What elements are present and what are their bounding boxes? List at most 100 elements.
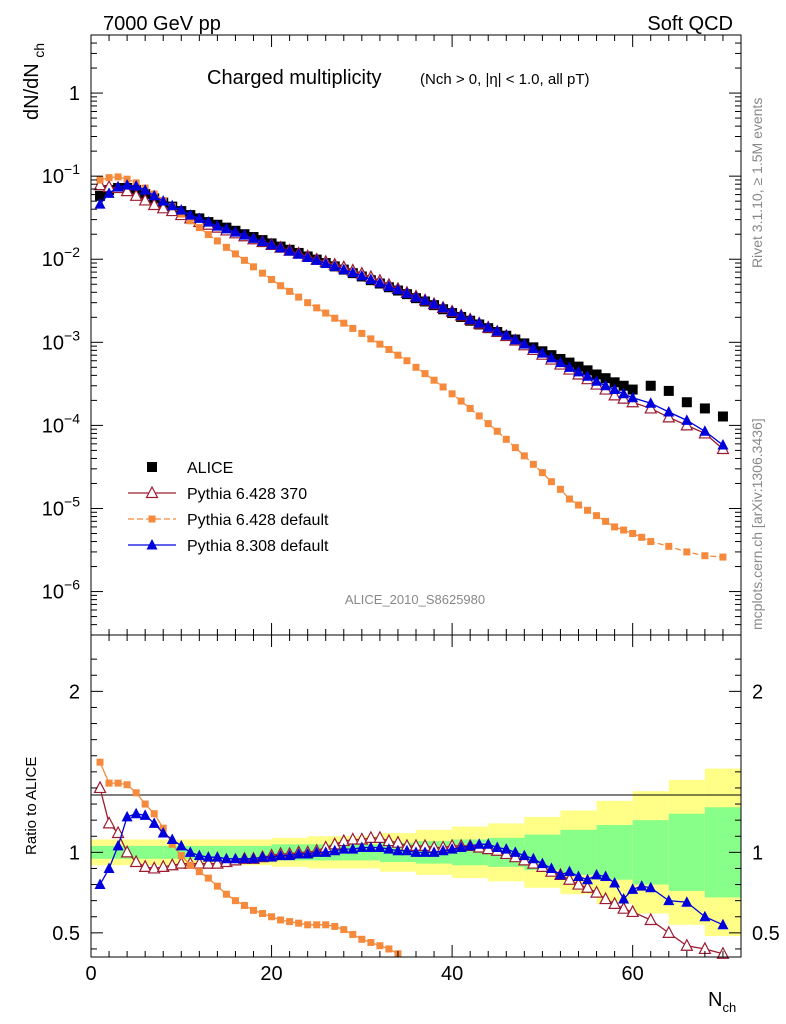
ratio-point-pythia-6-428-370 [174,856,188,869]
ratio-point-pythia-6-428-370 [590,885,604,898]
ratio-point-pythia-8-308-default [545,862,557,873]
ratio-point-pythia-8-308-default [248,852,259,864]
point-pythia-8-308-default [464,313,476,325]
point-pythia-6-428-default [222,243,230,251]
main-ticks [90,34,742,636]
ratio-point-pythia-8-308-default [311,846,323,857]
header-left: 7000 GeV pp [103,13,221,35]
point-pythia-6-428-default [593,512,601,520]
ratio-point-pythia-8-308-default [527,852,539,864]
ratio-point-pythia-8-308-default [220,852,232,864]
x-axis-label: Nch [708,989,736,1015]
legend-marker-pythia-6-428-default [148,515,156,523]
ratio-point-pythia-8-308-default [266,851,278,862]
point-pythia-6-428-default [412,363,420,371]
point-alice [95,190,106,201]
point-pythia-8-308-default [437,301,449,313]
ratio-ytick-label: 1 [69,842,80,864]
ratio-point-pythia-8-308-default [491,841,503,853]
ratio-point-pythia-8-308-default [401,844,413,856]
point-pythia-8-308-default [184,209,196,220]
point-pythia-6-428-default [195,224,203,232]
main-ytick-label: 10−6 [42,577,80,604]
point-pythia-6-428-default [556,485,564,493]
point-pythia-6-428-default [638,533,646,541]
point-pythia-8-308-default [356,269,368,281]
ratio-ytick-label: 0.5 [52,923,80,945]
ratio-point-pythia-6-428-370 [599,891,613,905]
ylabel-text: dN/dN [21,63,43,120]
ratio-point-pythia-8-308-default [500,843,512,854]
ratio-point-pythia-6-428-default [349,930,357,938]
ratio-y-tick-labels: 0.5 0.5 1 1 2 2 [52,681,780,945]
point-pythia-8-308-default [591,375,603,386]
point-pythia-6-428-default [240,256,248,264]
point-pythia-6-428-default [295,293,303,301]
uncertainty-band-green [668,813,705,891]
point-pythia-8-308-default [166,199,178,211]
point-pythia-6-428-default [466,404,474,412]
ratio-point-pythia-8-308-default [419,846,431,857]
ratio-point-pythia-6-428-default [96,758,104,766]
ratio-point-pythia-8-308-default [229,852,241,864]
point-pythia-6-428-default [683,548,691,556]
uncertainty-band-green [596,824,633,880]
legend-label-pythia-6-428-default: Pythia 6.428 default [187,512,329,529]
ratio-point-pythia-8-308-default [437,844,449,856]
point-pythia-8-308-default [554,356,566,368]
ratio-point-pythia-8-308-default [238,852,250,864]
ratio-ytick-label: 2 [69,681,80,703]
point-pythia-6-428-default [719,553,727,561]
ratio-point-pythia-8-308-default [482,838,494,849]
point-pythia-8-308-default [618,387,630,399]
ratio-point-pythia-8-308-default [157,827,169,838]
ratio-point-pythia-6-428-default [240,901,248,909]
point-pythia-6-428-default [602,517,610,525]
ratio-point-pythia-8-308-default [645,881,657,893]
point-pythia-6-428-default [331,314,339,322]
point-pythia-8-308-default [139,184,151,195]
ylabel-subscript: ch [31,43,47,58]
main-panel: 1 10−1 10−2 10−3 10−4 10−5 10−6 dN/dN ch Charg… [21,34,742,636]
point-pythia-8-308-default [202,216,214,227]
point-pythia-8-308-default [374,276,386,288]
ratio-point-pythia-8-308-default [464,839,476,851]
ratio-point-pythia-6-428-default [259,910,267,918]
ratio-point-pythia-8-308-default [175,839,187,851]
ratio-point-pythia-6-428-default [286,918,294,926]
ratio-point-pythia-8-308-default [383,843,395,854]
point-pythia-8-308-default [148,189,160,201]
ratio-point-pythia-8-308-default [591,868,603,880]
ratio-point-pythia-8-308-default [193,849,205,861]
rivet-label: Rivet 3.1.10, ≥ 1.5M events [749,98,765,268]
ratio-point-pythia-6-428-default [141,800,149,808]
ratio-point-pythia-6-428-370 [201,856,215,869]
point-pythia-8-308-default [573,365,584,377]
ratio-point-pythia-6-428-370 [644,912,658,926]
main-title: Charged multiplicity [207,67,382,89]
ratio-point-pythia-8-308-default [518,849,530,861]
point-pythia-6-428-default [322,309,330,317]
ratio-point-pythia-6-428-default [376,942,384,950]
point-pythia-6-428-default [385,345,393,353]
legend-label-alice: ALICE [187,460,233,477]
point-pythia-6-428-default [358,329,366,337]
point-pythia-6-428-default [439,383,447,391]
x-tick-labels: 0 20 40 60 [85,963,643,985]
ratio-point-pythia-6-428-370 [102,816,116,829]
ratio-point-pythia-6-428-370 [93,780,107,794]
ratio-point-pythia-6-428-default [231,897,239,905]
ratio-point-pythia-8-308-default [509,846,521,857]
point-pythia-6-428-default [313,304,321,312]
ratio-point-pythia-6-428-370 [626,904,640,918]
legend-label-pythia-8-308-default: Pythia 8.308 default [187,538,329,555]
point-pythia-6-428-default [277,282,285,290]
ratio-ticks [90,635,742,957]
point-pythia-6-428-default [114,173,122,181]
ratio-point-pythia-8-308-default [374,841,386,853]
ratio-point-pythia-8-308-default [320,846,332,857]
ratio-point-pythia-6-428-370 [129,854,143,868]
ratio-point-pythia-8-308-default [618,893,630,904]
ratio-point-pythia-6-428-default [222,890,230,898]
